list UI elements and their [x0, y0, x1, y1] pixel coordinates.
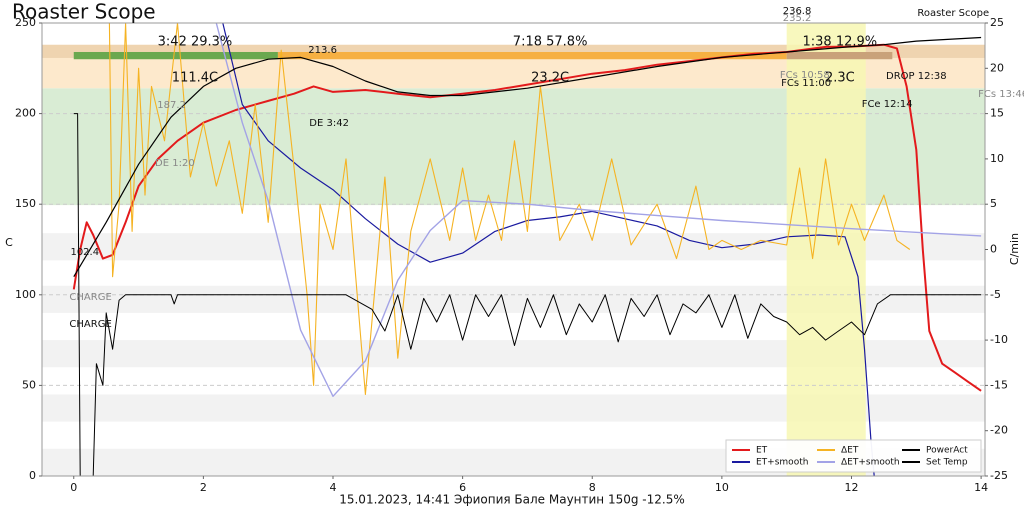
y-tick-label: 50 [22, 378, 36, 391]
chart-title: Roaster Scope [12, 0, 156, 24]
annotation: FCs 10:58 [780, 70, 830, 81]
x-tick-label: 2 [200, 481, 207, 494]
y2-tick-label: 15 [990, 107, 1004, 120]
y2-tick-label: 10 [990, 152, 1004, 165]
phase-bar [73, 51, 278, 60]
series-line [72, 43, 982, 392]
y2-tick-label: -20 [990, 424, 1008, 437]
annotation: 102.4 [70, 247, 99, 258]
annotation: 111.4C [172, 71, 218, 86]
phase-bar [786, 51, 893, 60]
annotation: DE 3:42 [309, 118, 349, 129]
y-tick-label: 0 [29, 469, 36, 482]
annotation: FCe 12:14 [862, 99, 913, 110]
y2-tick-label: -10 [990, 333, 1008, 346]
legend-label: Set Temp [926, 458, 968, 468]
annotation: 1:38 12.9% [803, 35, 878, 50]
annotation: 213.6 [308, 45, 337, 56]
annotation: 236.8 [783, 6, 812, 17]
legend-label: ET+smooth [756, 458, 808, 468]
y2-tick-label: 20 [990, 61, 1004, 74]
y2-axis-label: C/min [1008, 233, 1021, 265]
annotation: 7:18 57.8% [513, 35, 588, 50]
legend-label: ΔET [841, 446, 859, 456]
legend-box [725, 439, 982, 473]
y-axis-label: C [5, 236, 13, 249]
y2-tick-label: 25 [990, 16, 1004, 29]
series-line [73, 113, 982, 476]
y-tick-label: 150 [15, 197, 36, 210]
series-line [73, 36, 982, 278]
annotation: CHARGE [69, 292, 111, 303]
x-tick-label: 4 [330, 481, 337, 494]
plot-labels: 050100150200250-25-20-15-10-505101520250… [15, 6, 1024, 494]
annotation: DE 1:20 [155, 158, 195, 169]
annotation: 235.2 [783, 13, 812, 24]
y-tick-label: 200 [15, 107, 36, 120]
annotation: Roaster Scope [917, 8, 989, 19]
legend: ET ET+smooth ΔET ΔET+smooth PowerAct Set Temp [725, 439, 982, 473]
x-tick-label: 14 [974, 481, 988, 494]
legend-label: ΔET+smooth [841, 458, 900, 468]
plot-data [72, 23, 982, 476]
annotation: 3:42 29.3% [158, 35, 233, 50]
time-span [786, 23, 866, 476]
y2-tick-label: -5 [990, 288, 1001, 301]
legend-label: PowerAct [926, 446, 968, 456]
series-line [215, 23, 982, 397]
phase-bar [277, 51, 787, 60]
x-tick-label: 12 [844, 481, 858, 494]
series-line [108, 23, 911, 396]
x-tick-label: 6 [459, 481, 466, 494]
series-line [222, 23, 875, 476]
y2-tick-label: 5 [990, 197, 997, 210]
footer: 15.01.2023, 14:41 Эфиопия Бале Маунтин 1… [339, 493, 685, 507]
annotation: 187.2 [157, 100, 186, 111]
x-tick-label: 10 [715, 481, 729, 494]
annotation: CHARGE [69, 319, 111, 330]
annotation: 2.3C [825, 71, 855, 86]
y-tick-label: 250 [15, 16, 36, 29]
x-tick-label: 8 [589, 481, 596, 494]
annotation: 23.2C [531, 71, 569, 86]
annotation: DROP 12:38 [886, 71, 947, 82]
y-tick-label: 100 [15, 288, 36, 301]
y2-tick-label: -15 [990, 378, 1008, 391]
y2-tick-label: -25 [990, 469, 1008, 482]
annotation: FCs 11:00 [781, 78, 831, 89]
annotation: FCs 13:46 [978, 89, 1024, 100]
x-tick-label: 0 [70, 481, 77, 494]
y2-tick-label: 0 [990, 243, 997, 256]
legend-label: ET [756, 446, 768, 456]
